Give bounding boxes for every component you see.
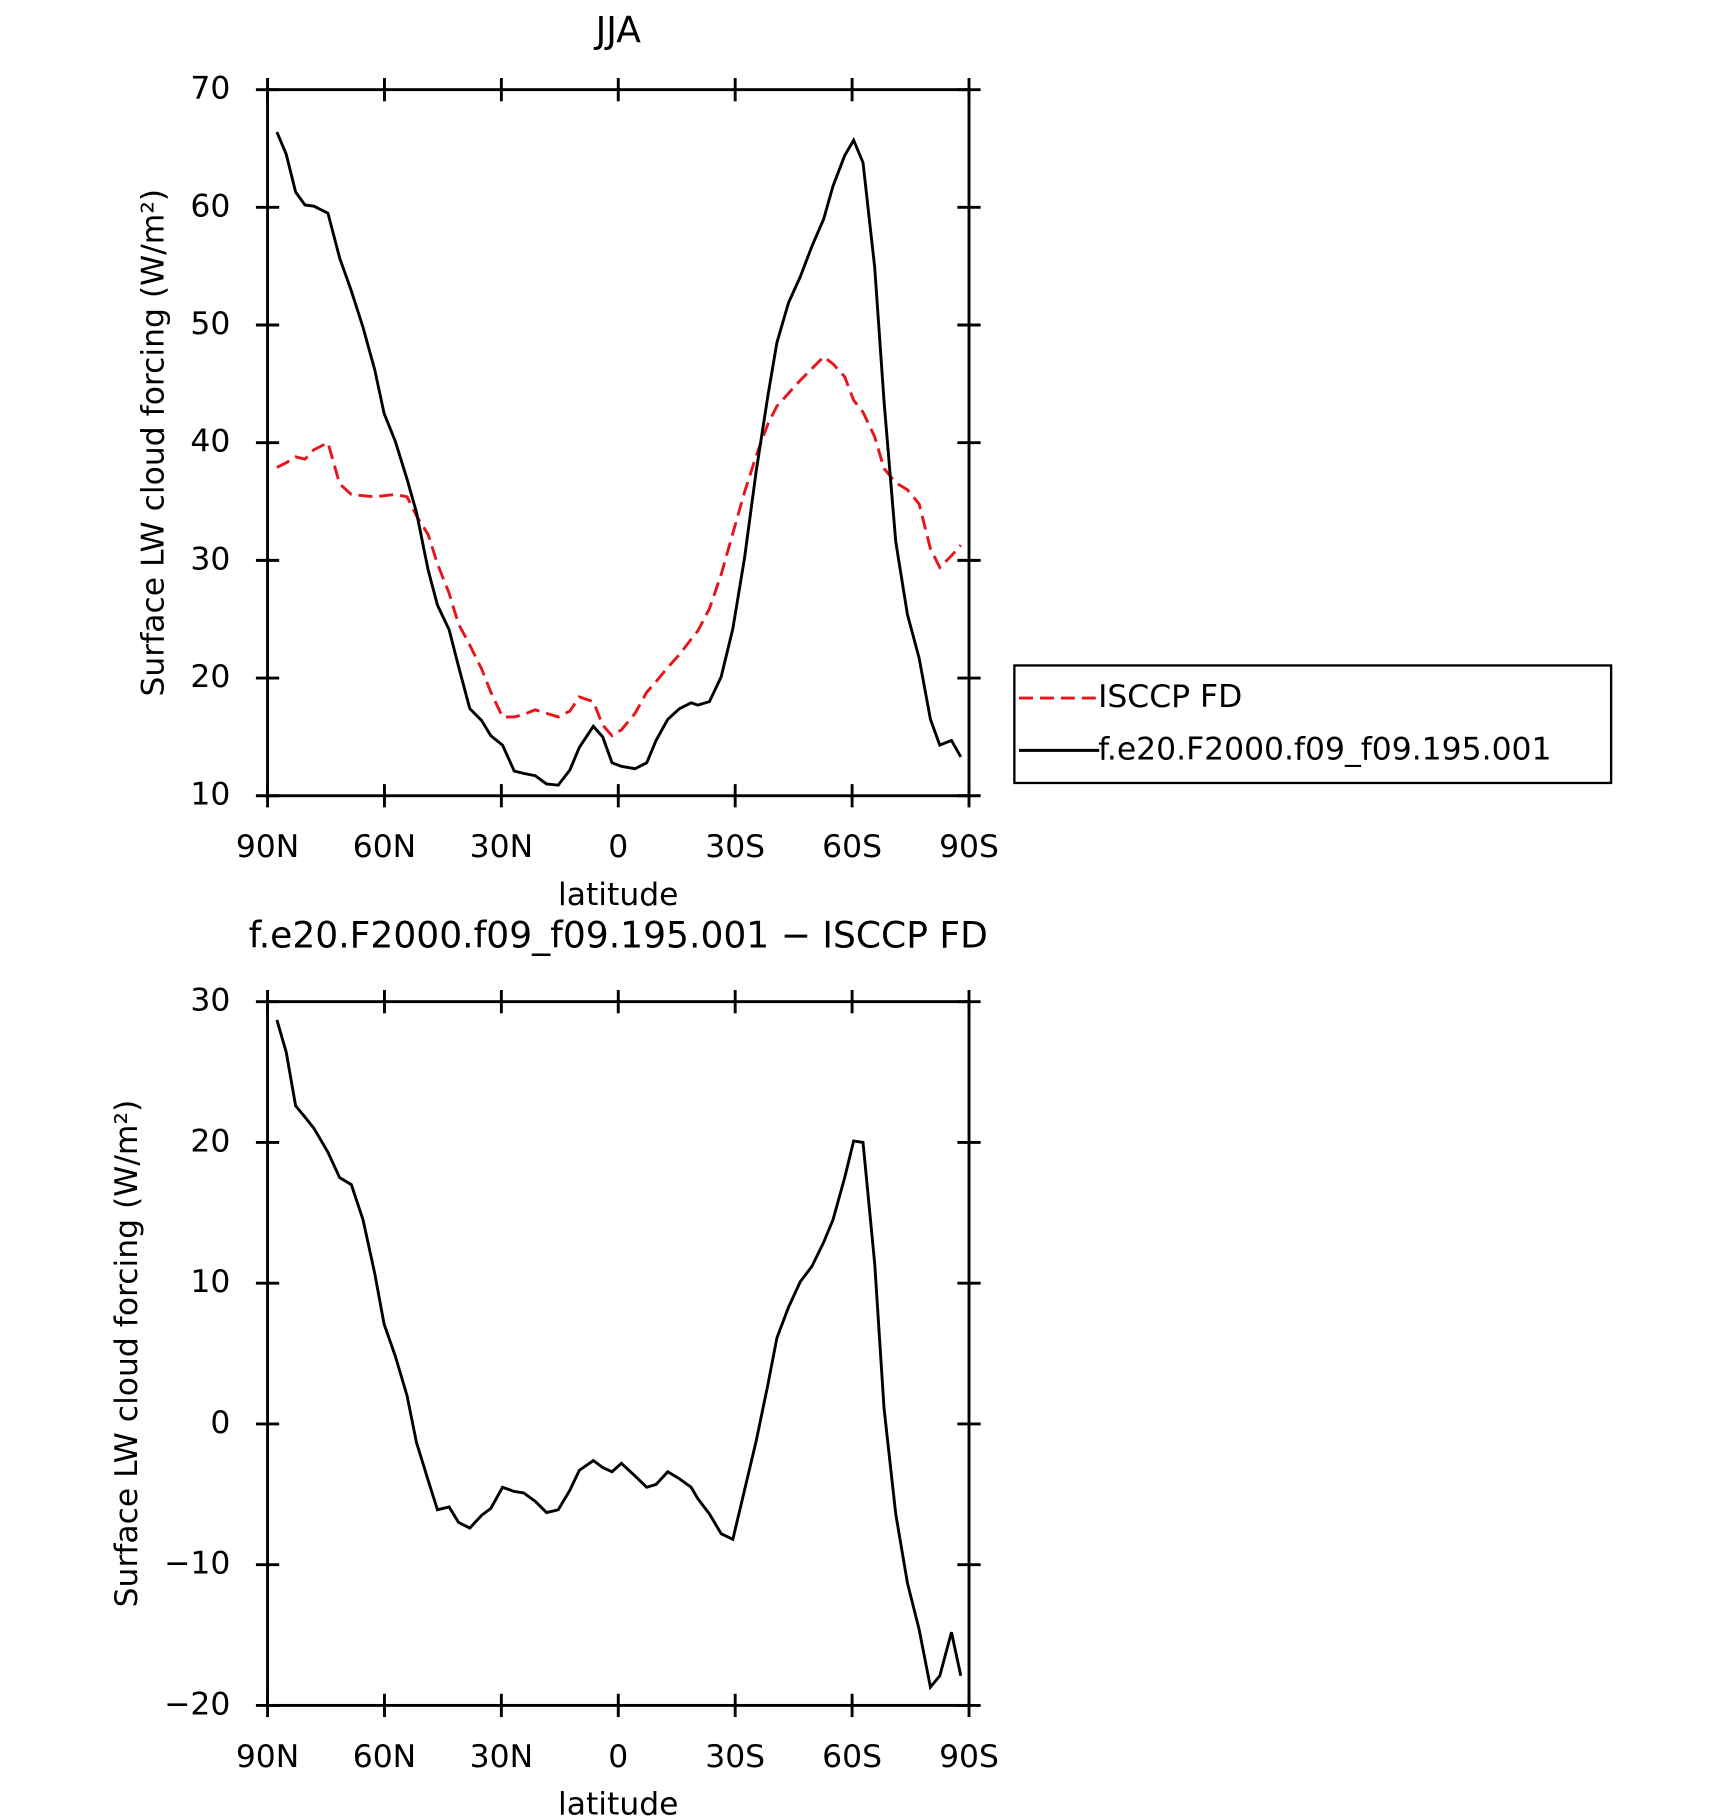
data-line [275,1019,963,1691]
x-tick-label: 90N [236,829,299,865]
y-tick-label: 0 [210,1405,230,1441]
legend-label: f.e20.F2000.f09_f09.195.001 [1098,731,1551,767]
legend-box [1013,664,1613,785]
x-axis-label: latitude [558,877,678,913]
y-tick-label: 30 [190,983,230,1019]
x-tick-label: 60S [822,1739,882,1775]
y-tick-label: 10 [190,1264,230,1300]
x-tick-label: 60S [822,829,882,865]
plot-frame [266,88,971,798]
x-tick-label: 0 [608,1739,628,1775]
x-tick-label: 90S [939,1739,999,1775]
x-tick-label: 90N [236,1739,299,1775]
y-tick-label: 20 [190,659,230,695]
y-tick-label: 10 [190,777,230,813]
y-axis-label: Surface LW cloud forcing (W/m²) [109,1100,145,1608]
data-line [275,131,963,787]
legend-label: ISCCP FD [1098,679,1242,715]
y-tick-label: 50 [190,306,230,342]
x-tick-label: 30S [705,1739,765,1775]
y-tick-label: 20 [190,1123,230,1159]
y-tick-label: 30 [190,541,230,577]
y-tick-label: 70 [190,71,230,107]
y-tick-label: 40 [190,424,230,460]
chart-title: f.e20.F2000.f09_f09.195.001 − ISCCP FD [249,915,988,957]
y-tick-label: −20 [164,1686,230,1722]
x-tick-label: 30S [705,829,765,865]
plot-frame [266,1000,971,1707]
y-tick-label: 60 [190,188,230,224]
y-axis-label: Surface LW cloud forcing (W/m²) [136,189,172,697]
chart-title: JJA [594,10,642,52]
x-tick-label: 30N [470,1739,533,1775]
x-tick-label: 90S [939,829,999,865]
x-tick-label: 60N [353,1739,416,1775]
x-tick-label: 30N [470,829,533,865]
data-line [276,354,962,738]
x-tick-label: 0 [608,829,628,865]
x-axis-label: latitude [558,1786,678,1816]
y-tick-label: −10 [164,1546,230,1582]
x-tick-label: 60N [353,829,416,865]
